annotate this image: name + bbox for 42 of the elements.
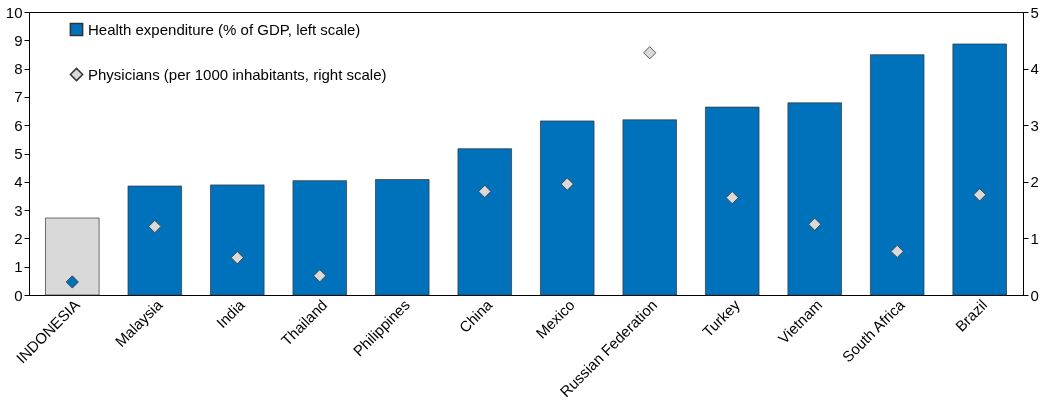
bar — [210, 184, 265, 296]
bar — [127, 185, 182, 296]
y2-tick-label: 4 — [1030, 60, 1039, 78]
bar — [952, 43, 1007, 296]
legend-label: Physicians (per 1000 inhabitants, right scale) — [88, 65, 387, 83]
y2-tick-label: 3 — [1030, 116, 1039, 134]
bar — [787, 102, 842, 296]
bar — [292, 180, 347, 296]
y2-tick-label: 5 — [1030, 3, 1039, 21]
y-tick-label: 9 — [14, 31, 23, 49]
y-tick-label: 1 — [14, 258, 23, 276]
point — [890, 244, 904, 258]
bar — [870, 54, 925, 296]
point — [725, 191, 739, 205]
y-tick-label: 4 — [14, 173, 23, 191]
point — [808, 217, 822, 231]
y2-tick-label: 1 — [1030, 229, 1039, 247]
point — [478, 184, 492, 198]
bar — [705, 106, 760, 296]
y-tick-label: 2 — [14, 229, 23, 247]
y-tick-label: 6 — [14, 116, 23, 134]
y-tick-label: 8 — [14, 60, 23, 78]
bar — [622, 119, 677, 296]
y-tick-label: 7 — [14, 88, 23, 106]
point — [643, 46, 657, 60]
point — [148, 219, 162, 234]
y-tick-label: 0 — [14, 286, 23, 304]
point — [230, 251, 244, 265]
y2-tick-label: 2 — [1030, 173, 1039, 191]
bar — [457, 148, 512, 296]
point — [65, 275, 79, 289]
legend-label: Health expenditure (% of GDP, left scale) — [88, 20, 361, 38]
y-tick-label: 3 — [14, 201, 23, 219]
y-tick-label: 5 — [14, 145, 23, 162]
y2-tick-label: 0 — [1030, 286, 1039, 304]
bar — [540, 120, 595, 296]
point — [973, 188, 987, 202]
bar — [45, 217, 100, 296]
point — [313, 269, 327, 283]
bar — [375, 179, 430, 296]
point — [560, 177, 574, 191]
y-tick-label: 10 — [5, 3, 23, 21]
